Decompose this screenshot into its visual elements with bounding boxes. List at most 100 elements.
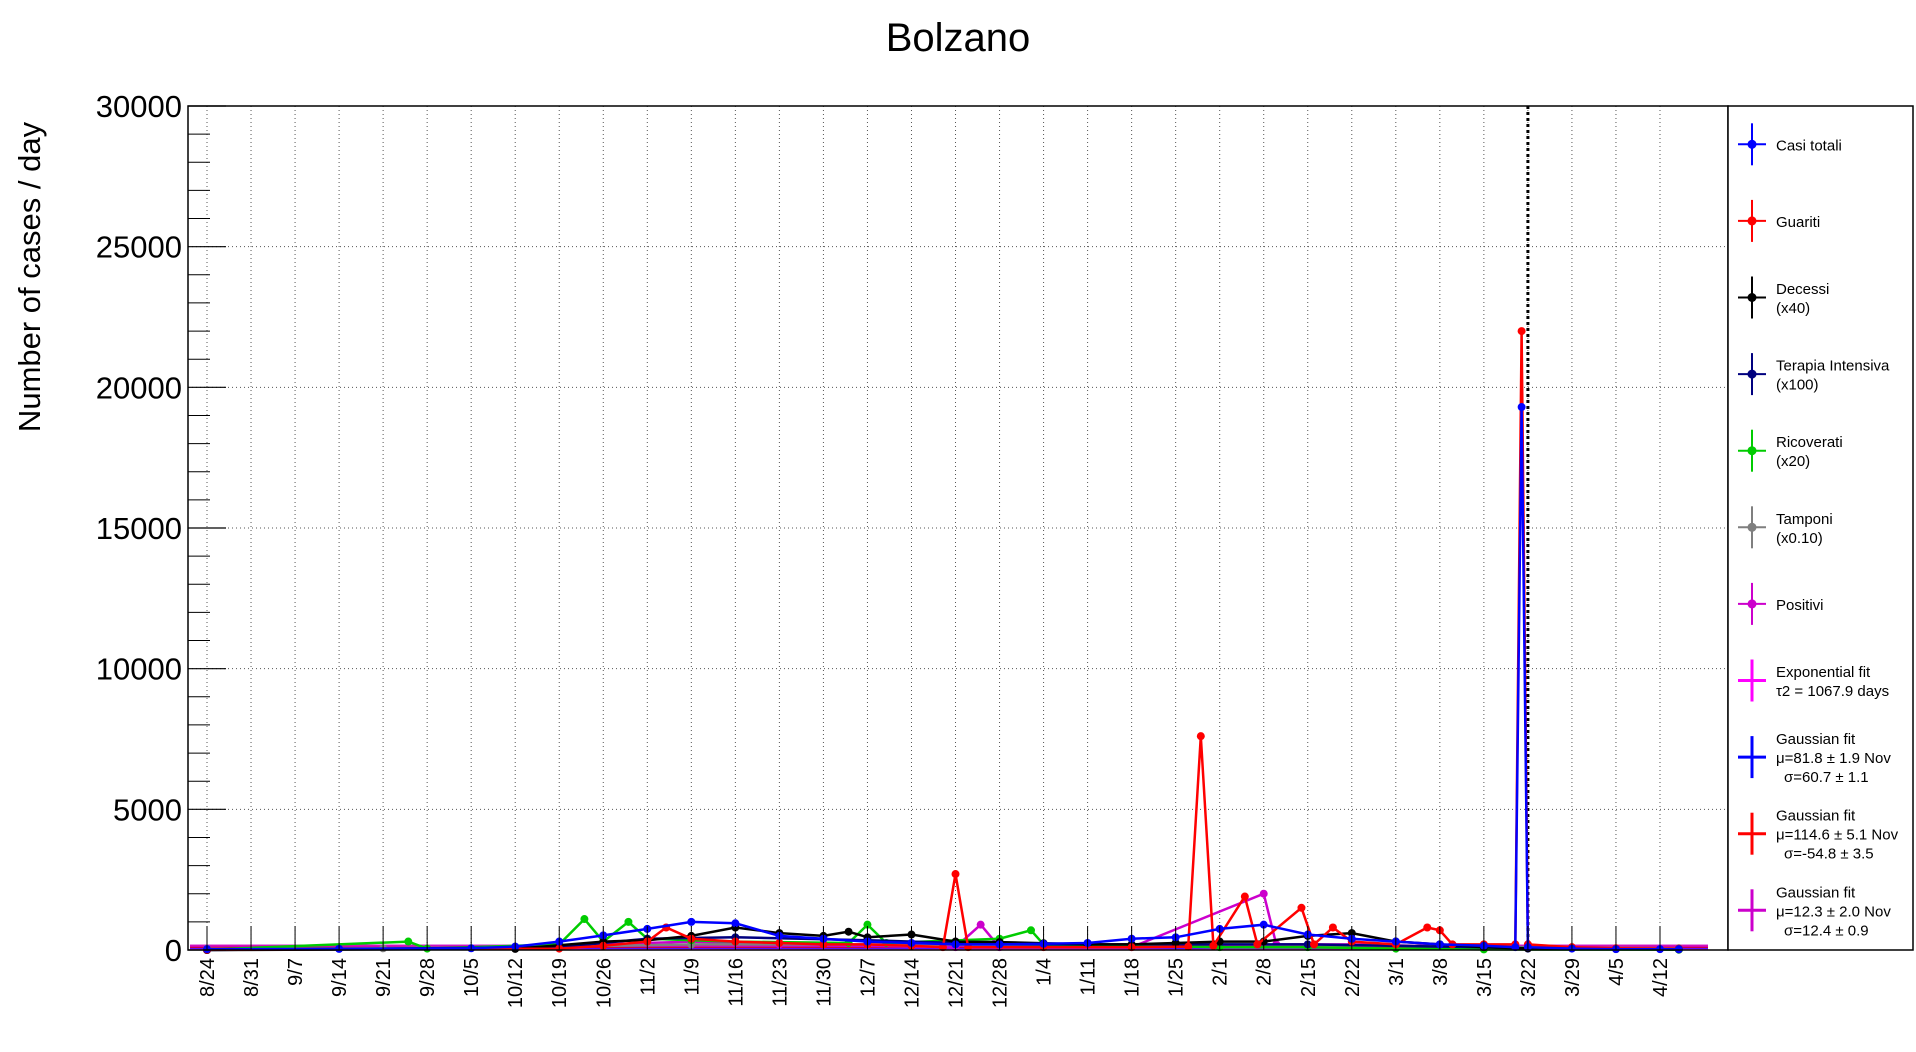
x-tick-label: 12/28: [990, 958, 1012, 1008]
legend-sublabel: σ=60.7 ± 1.1: [1784, 769, 1869, 786]
legend-entry: Exponential fit τ2 = 1067.9 days: [1738, 659, 1889, 702]
legend-sublabel: σ=-54.8 ± 3.5: [1784, 846, 1874, 863]
legend-label: Exponential fit: [1776, 664, 1871, 681]
data-point: [404, 937, 413, 946]
data-point: [951, 870, 960, 879]
y-tick-label: 0: [165, 933, 182, 968]
data-point: [1209, 941, 1218, 950]
legend-label: Ricoverati: [1776, 434, 1843, 451]
data-point: [1026, 926, 1035, 935]
legend-sublabel: (x40): [1776, 300, 1810, 317]
legend-entry: Gaussian fit μ=12.3 ± 2.0 Nov σ=12.4 ± 0.9: [1738, 884, 1891, 939]
legend-entry: Gaussian fit μ=81.8 ± 1.9 Nov σ=60.7 ± 1.1: [1738, 731, 1891, 786]
data-point: [580, 915, 589, 924]
data-point: [1184, 942, 1193, 951]
data-point: [1196, 732, 1205, 741]
x-tick-label: 4/5: [1606, 958, 1628, 986]
data-point: [1517, 403, 1526, 412]
x-tick-label: 12/14: [901, 958, 923, 1008]
series-line: [206, 331, 1679, 951]
y-axis-label: Number of cases / day: [12, 121, 47, 432]
y-tick-label: 25000: [96, 230, 182, 265]
legend-sublabel: μ=12.3 ± 2.0 Nov: [1776, 903, 1891, 920]
legend-label: Terapia Intensiva: [1776, 358, 1890, 375]
x-tick-label: 10/26: [593, 958, 615, 1008]
x-tick-label: 12/7: [857, 958, 879, 997]
legend-swatch-dot: [1747, 139, 1757, 149]
x-tick-label: 10/5: [461, 958, 483, 997]
data-point: [1253, 940, 1262, 949]
x-tick-label: 12/21: [946, 958, 968, 1008]
chart-title: Bolzano: [886, 16, 1031, 60]
x-tick-label: 3/22: [1518, 958, 1540, 997]
data-point: [687, 917, 696, 926]
data-point: [731, 919, 740, 928]
legend-swatch-dot: [1747, 369, 1757, 379]
legend-entry: Casi totali: [1738, 123, 1842, 166]
x-tick-label: 1/4: [1034, 958, 1056, 986]
data-point: [1259, 889, 1268, 898]
legend-label: Gaussian fit: [1776, 808, 1856, 825]
x-tick-label: 9/7: [285, 958, 307, 986]
x-tick-label: 11/30: [813, 958, 835, 1007]
x-tick-label: 3/29: [1562, 958, 1584, 997]
x-tick-label: 3/15: [1474, 958, 1496, 997]
legend-label: Gaussian fit: [1776, 884, 1856, 901]
legend-sublabel: (x100): [1776, 377, 1819, 394]
data-point: [1517, 327, 1526, 336]
data-point: [1297, 903, 1306, 912]
legend-entry: Tamponi (x0.10): [1738, 506, 1833, 549]
y-tick-label: 20000: [96, 370, 182, 405]
legend-sublabel: (x0.10): [1776, 530, 1823, 547]
x-tick-label: 1/11: [1078, 958, 1100, 995]
legend: Casi totali Guariti Decessi (x40) Terapia In…: [1727, 105, 1914, 951]
x-tick-label: 1/25: [1166, 958, 1188, 997]
x-tick-label: 2/15: [1298, 958, 1320, 997]
legend-entry: Gaussian fit μ=114.6 ± 5.1 Nov σ=-54.8 ± 3…: [1738, 808, 1899, 863]
x-tick-label: 9/14: [329, 958, 351, 997]
data-point: [1423, 923, 1432, 932]
legend-sublabel: μ=114.6 ± 5.1 Nov: [1776, 827, 1899, 844]
legend-label: Tamponi: [1776, 511, 1833, 528]
data-point: [976, 920, 985, 929]
y-tick-label: 10000: [96, 652, 182, 687]
legend-label: Decessi: [1776, 281, 1829, 298]
x-tick-label: 2/8: [1254, 958, 1276, 986]
legend-swatch-dot: [1747, 293, 1757, 302]
x-tick-label: 10/19: [549, 958, 571, 1008]
y-tick-label: 15000: [96, 511, 182, 546]
x-tick-label: 4/12: [1650, 958, 1672, 997]
data-point: [1240, 892, 1249, 901]
data-point: [1310, 940, 1319, 949]
legend-sublabel: σ=12.4 ± 0.9: [1784, 922, 1869, 939]
x-tick-label: 10/12: [505, 958, 527, 1008]
data-point: [1328, 923, 1337, 932]
legend-entry: Ricoverati (x20): [1738, 429, 1843, 472]
legend-label: Gaussian fit: [1776, 731, 1856, 748]
legend-label: Casi totali: [1776, 137, 1842, 154]
legend-swatch-dot: [1747, 599, 1757, 609]
x-tick-label: 2/22: [1342, 958, 1364, 997]
x-tick-label: 11/16: [725, 958, 747, 1007]
legend-swatch-dot: [1747, 522, 1757, 532]
x-tick-label: 3/8: [1430, 958, 1452, 986]
legend-sublabel: τ2 = 1067.9 days: [1776, 683, 1889, 700]
x-tick-label: 11/23: [769, 958, 791, 1007]
x-tick-label: 11/9: [681, 958, 703, 995]
x-tick-label: 8/31: [241, 958, 263, 997]
legend-label: Guariti: [1776, 214, 1820, 231]
legend-sublabel: (x20): [1776, 453, 1810, 470]
x-tick-label: 3/1: [1386, 958, 1408, 986]
x-tick-label: 9/28: [417, 958, 439, 997]
x-tick-label: 11/2: [637, 958, 659, 995]
data-point: [624, 917, 633, 926]
data-point: [863, 920, 872, 929]
x-tick-label: 2/1: [1210, 958, 1232, 986]
legend-entry: Positivi: [1738, 582, 1824, 625]
y-tick-label: 5000: [113, 792, 182, 827]
legend-label: Positivi: [1776, 597, 1824, 614]
y-tick-label: 30000: [96, 89, 182, 124]
legend-swatch-dot: [1747, 216, 1757, 226]
legend-sublabel: μ=81.8 ± 1.9 Nov: [1776, 750, 1891, 767]
legend-entry: Guariti: [1738, 199, 1820, 242]
